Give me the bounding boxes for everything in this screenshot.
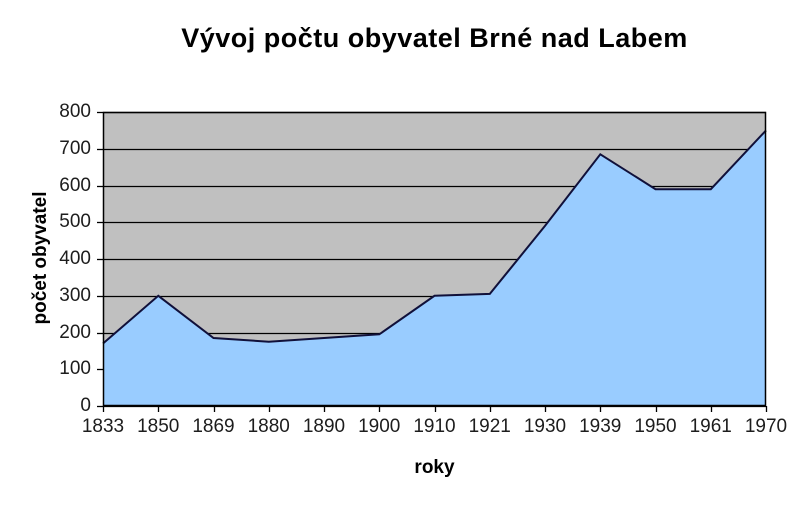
y-tick-label: 500 [59, 211, 91, 233]
plot-area [97, 111, 768, 412]
x-tick-label: 1890 [302, 416, 346, 437]
x-tick-label: 1970 [744, 416, 788, 437]
x-tick-label: 1961 [689, 416, 732, 437]
x-axis-tick-labels: 1833 1850 1869 1880 1890 1900 1910 1921 1930 1939… [82, 416, 787, 439]
y-axis-tick-labels: 0 100 200 300 400 500 600 700 800 [0, 102, 91, 416]
x-tick-label: 1950 [634, 416, 677, 437]
x-tick-label: 1910 [413, 416, 456, 437]
x-tick-label: 1939 [579, 416, 622, 437]
area-chart-svg [97, 111, 768, 412]
y-tick-label: 600 [59, 174, 91, 196]
y-tick-label: 800 [59, 101, 91, 122]
plot-border [102, 111, 767, 407]
x-tick-label: 1833 [81, 416, 125, 437]
y-tick-label: 100 [59, 358, 91, 380]
y-tick-label: 700 [59, 137, 91, 159]
x-tick-label: 1930 [523, 416, 567, 437]
y-tick-label: 300 [59, 284, 91, 306]
x-tick-label: 1880 [247, 416, 290, 437]
x-tick-label: 1850 [137, 416, 180, 437]
x-axis-title: roky [414, 457, 455, 478]
chart-title: Vývoj počtu obyvatel Brné nad Labem [181, 23, 688, 53]
x-tick-label: 1869 [192, 416, 235, 437]
y-tick-label: 0 [80, 395, 91, 416]
area-series-outline [102, 129, 767, 345]
x-tick-label: 1921 [468, 416, 511, 437]
x-tick-label: 1900 [358, 416, 401, 437]
y-tick-label: 200 [59, 321, 91, 343]
y-tick-label: 400 [59, 248, 91, 269]
area-series [103, 130, 766, 406]
